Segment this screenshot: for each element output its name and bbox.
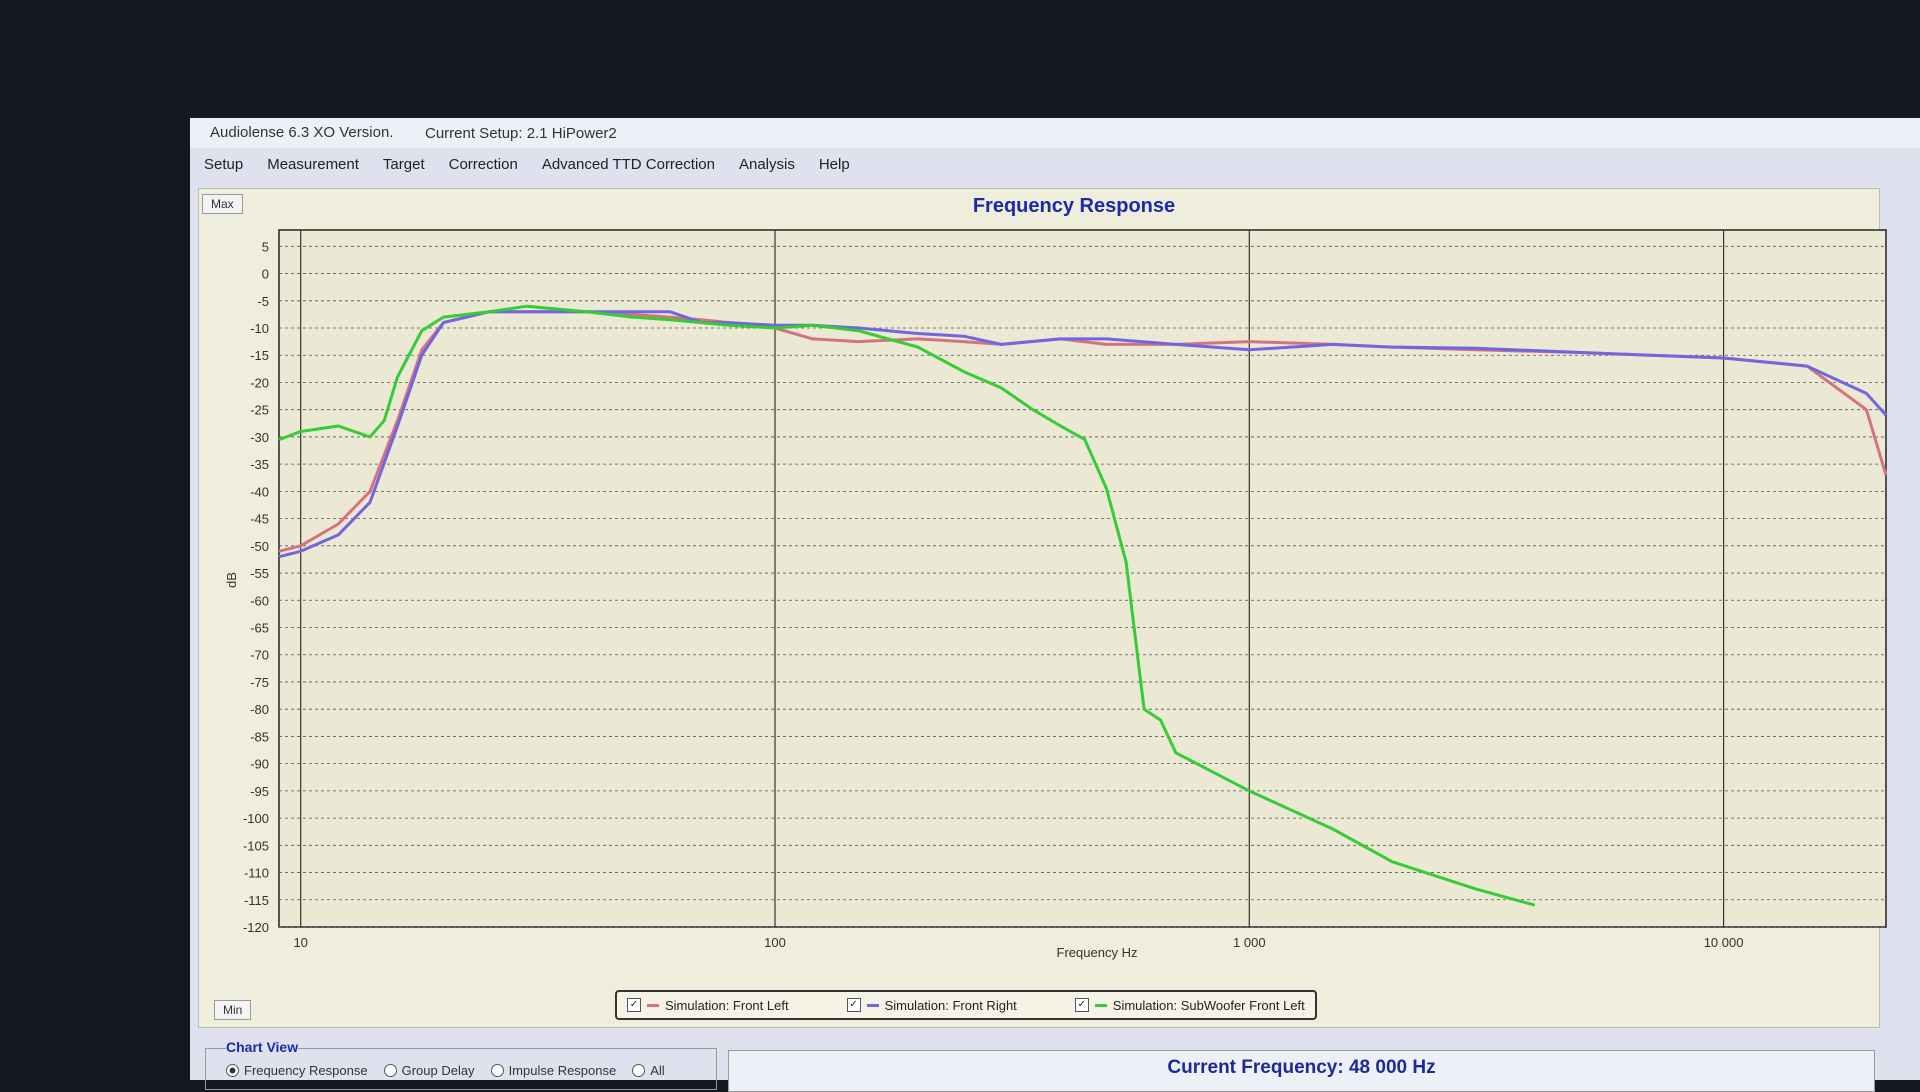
legend-label: Simulation: SubWoofer Front Left xyxy=(1112,997,1305,1013)
x-tick-label: 10 000 xyxy=(1704,935,1744,950)
legend-swatch xyxy=(647,1003,659,1007)
menu-item[interactable]: Help xyxy=(818,155,850,173)
legend-entry: ✓ Simulation: SubWoofer Front Left xyxy=(1074,997,1305,1013)
y-tick-label: -110 xyxy=(244,866,269,881)
y-tick-label: -70 xyxy=(250,648,269,663)
min-button[interactable]: Min xyxy=(214,1000,252,1020)
legend-label: Simulation: Front Right xyxy=(884,997,1017,1013)
menu-item[interactable]: Analysis xyxy=(738,155,795,173)
menu-item[interactable]: Correction xyxy=(448,155,518,173)
radio-option[interactable]: Group Delay xyxy=(383,1063,475,1078)
y-tick-label: -100 xyxy=(243,811,269,826)
radio-label: Impulse Response xyxy=(508,1063,617,1078)
radio-option[interactable]: Impulse Response xyxy=(490,1063,617,1078)
y-tick-label: -90 xyxy=(250,757,269,772)
x-tick-label: 1 000 xyxy=(1233,935,1266,950)
max-button[interactable]: Max xyxy=(202,194,243,214)
y-tick-label: 5 xyxy=(262,239,269,254)
legend-checkbox[interactable]: ✓ xyxy=(846,998,861,1012)
menu-item[interactable]: Target xyxy=(382,155,425,173)
status-bar: Current Frequency: 48 000 Hz xyxy=(728,1050,1875,1092)
y-tick-label: -55 xyxy=(250,566,269,581)
radio-label: All xyxy=(650,1063,665,1078)
group-title: Chart View xyxy=(226,1039,299,1055)
y-tick-label: -120 xyxy=(243,920,269,935)
legend-entry: ✓ Simulation: Front Left xyxy=(627,998,789,1013)
radio-button[interactable] xyxy=(632,1064,646,1077)
menu-item[interactable]: Measurement xyxy=(267,155,359,173)
y-tick-label: -30 xyxy=(250,430,269,445)
app-title: Audiolense 6.3 XO Version. xyxy=(210,124,394,141)
y-tick-label: -75 xyxy=(250,675,269,690)
radio-button[interactable] xyxy=(383,1064,397,1077)
legend-checkbox[interactable]: ✓ xyxy=(627,998,641,1012)
radio-group: Frequency Response Group Delay Impulse Res… xyxy=(226,1063,665,1078)
y-tick-label: -25 xyxy=(250,403,269,418)
y-tick-label: -65 xyxy=(250,621,269,636)
y-tick-label: -80 xyxy=(250,702,269,717)
menu-bar: Setup Measurement Target Correction Advanced… xyxy=(190,148,1920,180)
radio-button[interactable] xyxy=(226,1064,239,1077)
y-tick-label: -105 xyxy=(243,838,269,853)
legend: ✓ Simulation: Front Left ✓ Simulation: Fron… xyxy=(615,990,1317,1020)
y-tick-label: -115 xyxy=(244,893,269,908)
series-line xyxy=(278,310,1888,559)
y-axis-label: dB xyxy=(224,572,239,588)
y-tick-label: -45 xyxy=(250,512,269,527)
y-tick-label: -50 xyxy=(250,539,269,554)
y-tick-label: -40 xyxy=(250,484,269,499)
series-line xyxy=(278,304,1536,907)
legend-checkbox[interactable]: ✓ xyxy=(1074,998,1089,1012)
y-tick-label: -95 xyxy=(250,784,269,799)
radio-button[interactable] xyxy=(490,1064,504,1077)
title-bar: Audiolense 6.3 XO Version. Current Setup… xyxy=(190,118,1920,148)
menu-item[interactable]: Advanced TTD Correction xyxy=(541,155,715,173)
radio-option[interactable]: All xyxy=(632,1063,665,1078)
y-tick-label: -15 xyxy=(250,348,269,363)
x-tick-label: 100 xyxy=(764,935,786,950)
radio-option[interactable]: Frequency Response xyxy=(226,1063,368,1078)
x-tick-label: 10 xyxy=(293,935,307,950)
radio-label: Frequency Response xyxy=(244,1063,368,1078)
y-tick-label: -85 xyxy=(250,729,269,744)
y-tick-label: -5 xyxy=(257,294,269,309)
y-tick-label: -60 xyxy=(250,593,269,608)
y-tick-label: -10 xyxy=(250,321,269,336)
y-tick-label: -35 xyxy=(250,457,269,472)
plot-area xyxy=(278,229,1887,928)
current-setup: Current Setup: 2.1 HiPower2 xyxy=(425,125,617,142)
legend-swatch xyxy=(1094,1003,1107,1007)
legend-entry: ✓ Simulation: Front Right xyxy=(846,997,1017,1013)
legend-label: Simulation: Front Left xyxy=(665,997,789,1013)
chart-title: Frequency Response xyxy=(973,195,1175,217)
chart-view-group: Chart View Frequency Response Group Delay… xyxy=(205,1039,717,1090)
menu-item[interactable]: Setup xyxy=(204,155,244,173)
y-tick-label: 0 xyxy=(262,267,269,282)
legend-swatch xyxy=(866,1003,879,1007)
y-tick-label: -20 xyxy=(250,375,269,390)
x-axis-label: Frequency Hz xyxy=(1057,945,1138,960)
radio-label: Group Delay xyxy=(401,1063,475,1078)
